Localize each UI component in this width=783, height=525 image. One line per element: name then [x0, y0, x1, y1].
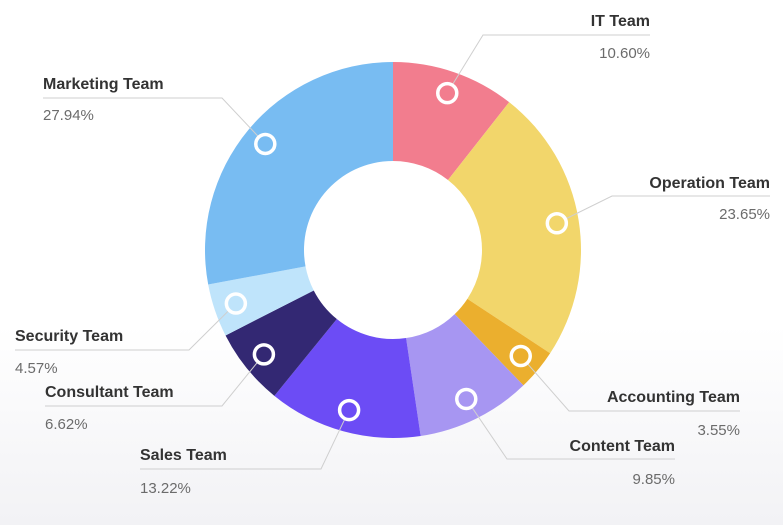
slice-content-team[interactable]: [406, 314, 524, 436]
marker-sales-team: [337, 398, 361, 422]
slice-consultant-team[interactable]: [225, 290, 337, 396]
slice-markers: [224, 81, 569, 422]
marker-security-team: [224, 292, 248, 315]
marker-consultant-team: [252, 343, 276, 366]
leader-line-accounting-team: [520, 355, 740, 412]
leader-line-marketing-team: [43, 97, 266, 145]
label-accounting-team: Accounting Team: [607, 389, 740, 406]
marker-marketing-team: [254, 132, 277, 156]
marker-content-team: [455, 387, 478, 411]
label-it-team: IT Team: [591, 13, 650, 30]
value-content-team: 9.85%: [632, 471, 675, 488]
value-operation-team: 23.65%: [719, 206, 770, 223]
marker-operation-team: [545, 212, 569, 235]
value-consultant-team: 6.62%: [45, 416, 88, 433]
marker-it-team: [436, 81, 459, 105]
leader-line-security-team: [15, 303, 237, 351]
label-security-team: Security Team: [15, 328, 123, 345]
slice-it-team[interactable]: [393, 62, 510, 181]
slice-operation-team[interactable]: [447, 102, 581, 354]
value-sales-team: 13.22%: [140, 480, 191, 497]
slice-security-team[interactable]: [208, 266, 314, 336]
leader-line-content-team: [465, 398, 675, 460]
label-sales-team: Sales Team: [140, 447, 227, 464]
donut-slices: [205, 62, 581, 438]
leader-line-consultant-team: [45, 354, 265, 407]
slice-labels: IT Team 10.60% Operation Team 23.65% Account…: [15, 13, 770, 497]
value-marketing-team: 27.94%: [43, 107, 94, 124]
label-content-team: Content Team: [570, 438, 675, 455]
leader-lines: [15, 34, 770, 470]
slice-sales-team[interactable]: [274, 319, 421, 438]
leader-line-operation-team: [556, 195, 770, 224]
leader-line-it-team: [446, 34, 650, 94]
label-operation-team: Operation Team: [649, 175, 770, 192]
label-consultant-team: Consultant Team: [45, 384, 174, 401]
value-accounting-team: 3.55%: [697, 422, 740, 439]
value-it-team: 10.60%: [599, 45, 650, 62]
label-marketing-team: Marketing Team: [43, 76, 164, 93]
leader-line-sales-team: [140, 409, 350, 470]
marker-accounting-team: [509, 344, 532, 368]
value-security-team: 4.57%: [15, 360, 58, 377]
slice-marketing-team[interactable]: [205, 62, 393, 285]
